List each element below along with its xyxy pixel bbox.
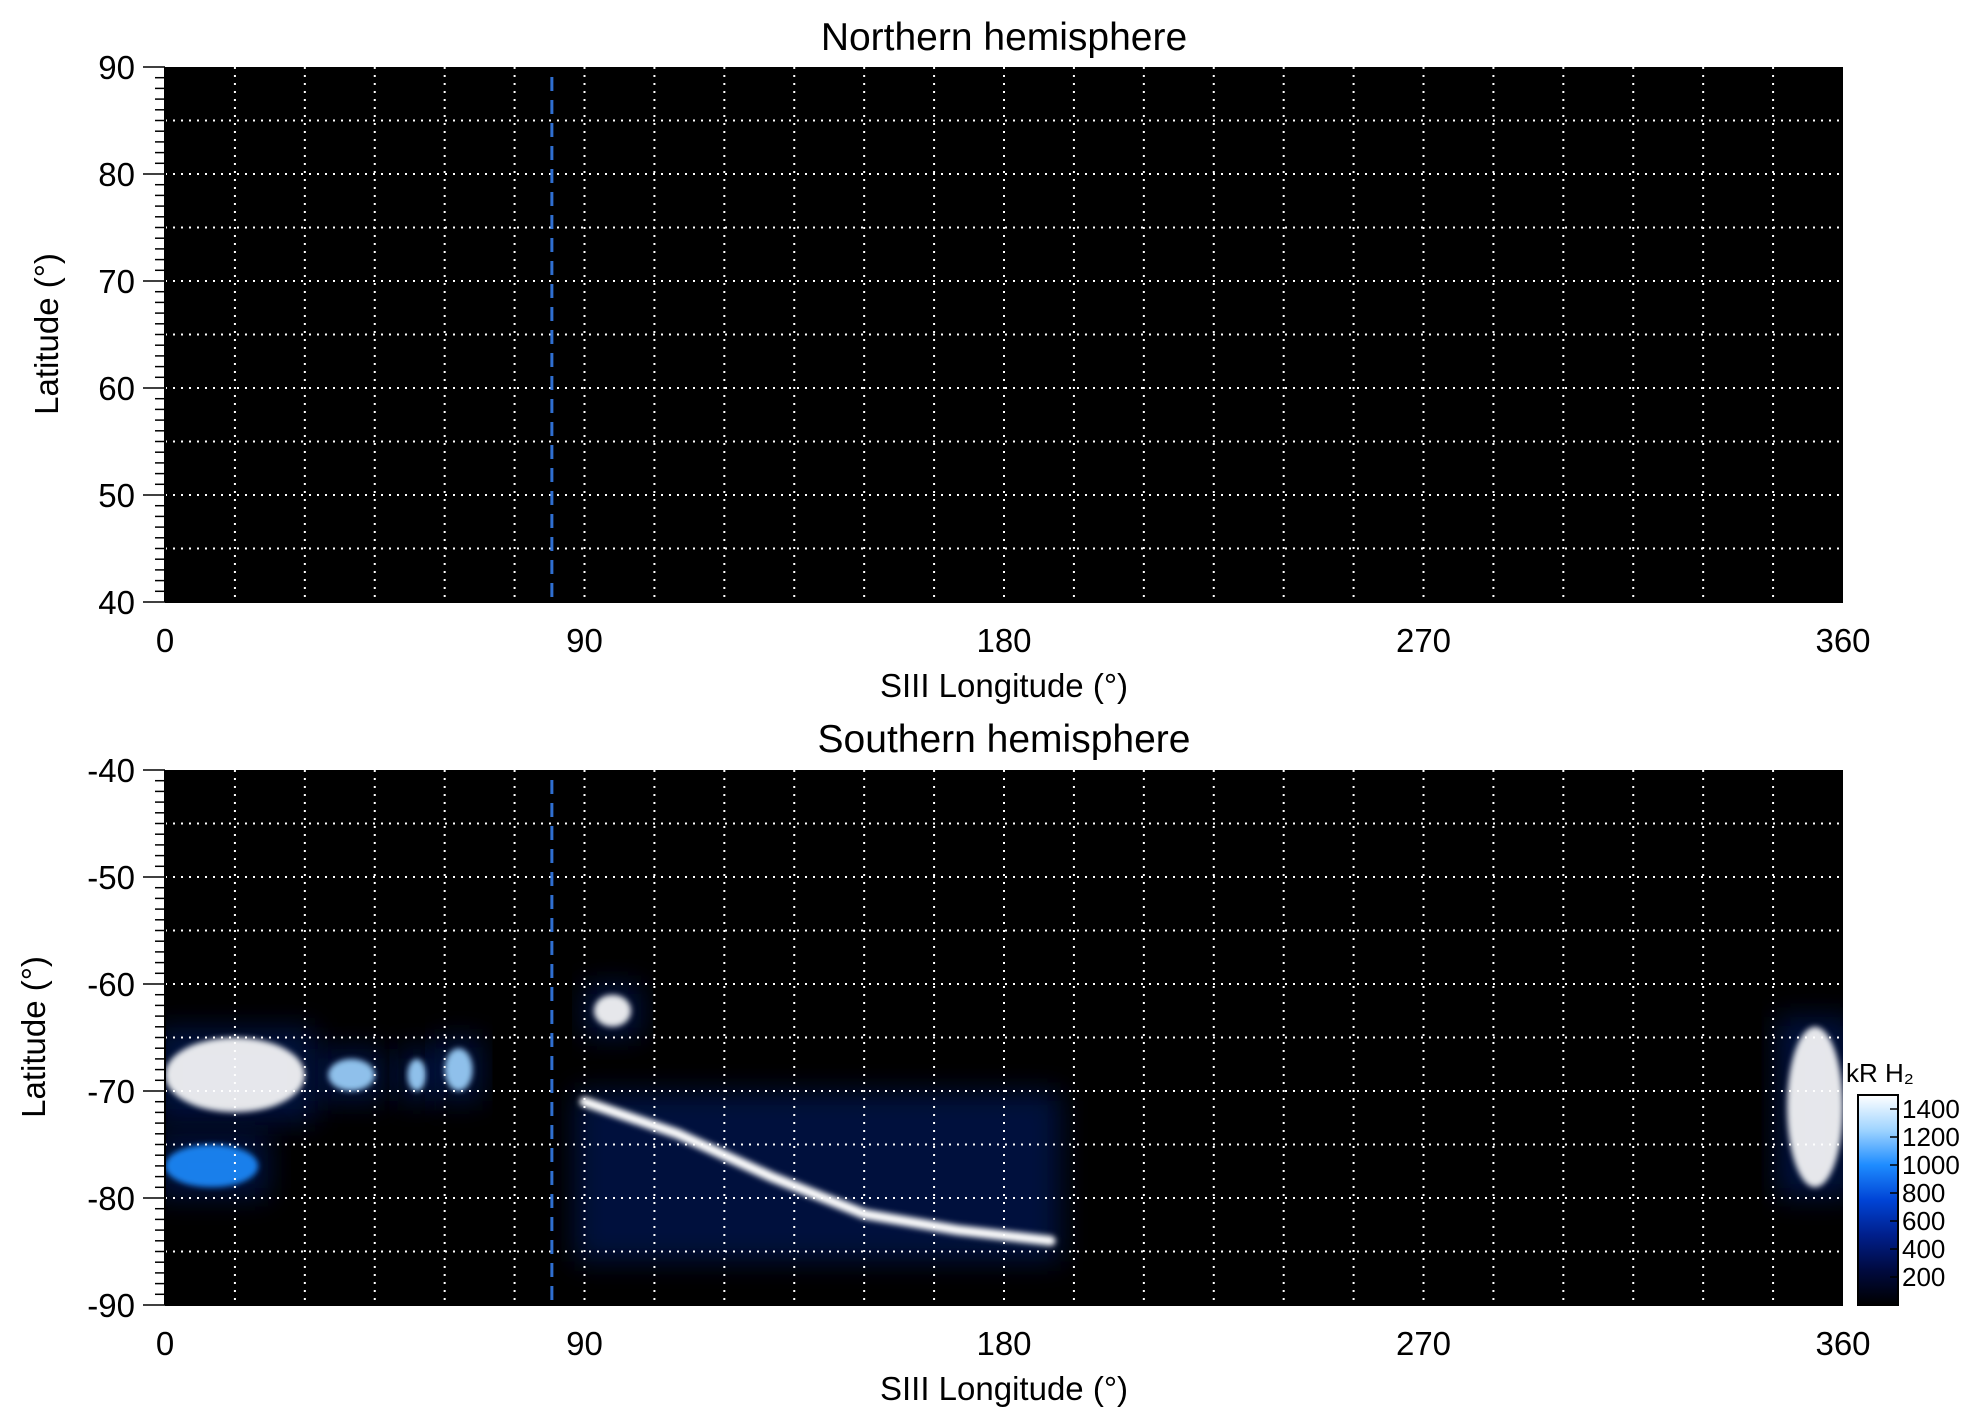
south-x-axis-label: SIII Longitude (°) <box>880 1370 1128 1407</box>
north-title: Northern hemisphere <box>821 16 1187 59</box>
x-tick-label: 270 <box>1396 1325 1451 1362</box>
y-tick-label: -40 <box>87 752 135 789</box>
y-tick-label: -80 <box>87 1180 135 1217</box>
emission-spot <box>593 994 632 1027</box>
colorbar-tick-label: 1400 <box>1902 1094 1960 1124</box>
y-tick-label: 60 <box>98 370 135 407</box>
x-tick-label: 180 <box>976 622 1031 659</box>
colorbar-tick-label: 200 <box>1902 1262 1945 1292</box>
y-tick-label: -90 <box>87 1287 135 1324</box>
emission-spot <box>444 1048 473 1091</box>
x-tick-label: 90 <box>566 1325 603 1362</box>
colorbar-tick-label: 800 <box>1902 1178 1945 1208</box>
colorbar-tick-label: 1000 <box>1902 1150 1960 1180</box>
north-x-axis: 0 90 180 270 360 <box>156 601 1871 659</box>
y-tick-label: -70 <box>87 1073 135 1110</box>
north-y-axis-label: Latitude (°) <box>28 253 65 415</box>
x-tick-label: 90 <box>566 622 603 659</box>
y-tick-label: 90 <box>98 49 135 86</box>
colorbar-tick-label: 400 <box>1902 1234 1945 1264</box>
colorbar-tick-label: 600 <box>1902 1206 1945 1236</box>
south-y-axis-label: Latitude (°) <box>15 956 52 1118</box>
north-x-axis-label: SIII Longitude (°) <box>880 667 1128 704</box>
north-panel: Northern hemisphere 90 80 70 60 50 40 0 90 180 2… <box>28 16 1871 704</box>
emission-spot <box>1787 1026 1843 1188</box>
y-tick-label: 80 <box>98 156 135 193</box>
north-y-axis: 90 80 70 60 50 40 <box>98 49 166 621</box>
x-tick-label: 270 <box>1396 622 1451 659</box>
colorbar-scale <box>1857 1094 1899 1306</box>
x-tick-label: 360 <box>1815 622 1870 659</box>
x-tick-label: 0 <box>156 1325 174 1362</box>
south-grid <box>165 770 1843 1305</box>
x-tick-label: 360 <box>1815 1325 1870 1362</box>
south-y-axis: -40 -50 -60 -70 -80 -90 <box>87 752 166 1324</box>
emission-spot <box>407 1058 427 1091</box>
y-tick-label: 40 <box>98 584 135 621</box>
y-tick-label: 70 <box>98 263 135 300</box>
x-tick-label: 180 <box>976 1325 1031 1362</box>
south-x-axis: 0 90 180 270 360 <box>156 1304 1871 1362</box>
south-panel: Southern hemisphere -40 -50 -60 -70 -80 -90 0… <box>15 718 1871 1407</box>
north-grid <box>165 67 1843 602</box>
colorbar-label: kR H₂ <box>1846 1058 1914 1088</box>
y-tick-label: -50 <box>87 859 135 896</box>
emission-arc <box>579 1096 1056 1246</box>
x-tick-label: 0 <box>156 622 174 659</box>
emission-spot <box>328 1058 375 1091</box>
emission-spot <box>165 1144 259 1188</box>
y-tick-label: -60 <box>87 966 135 1003</box>
colorbar-tick-label: 1200 <box>1902 1122 1960 1152</box>
y-tick-label: 50 <box>98 477 135 514</box>
south-title: Southern hemisphere <box>818 718 1191 761</box>
